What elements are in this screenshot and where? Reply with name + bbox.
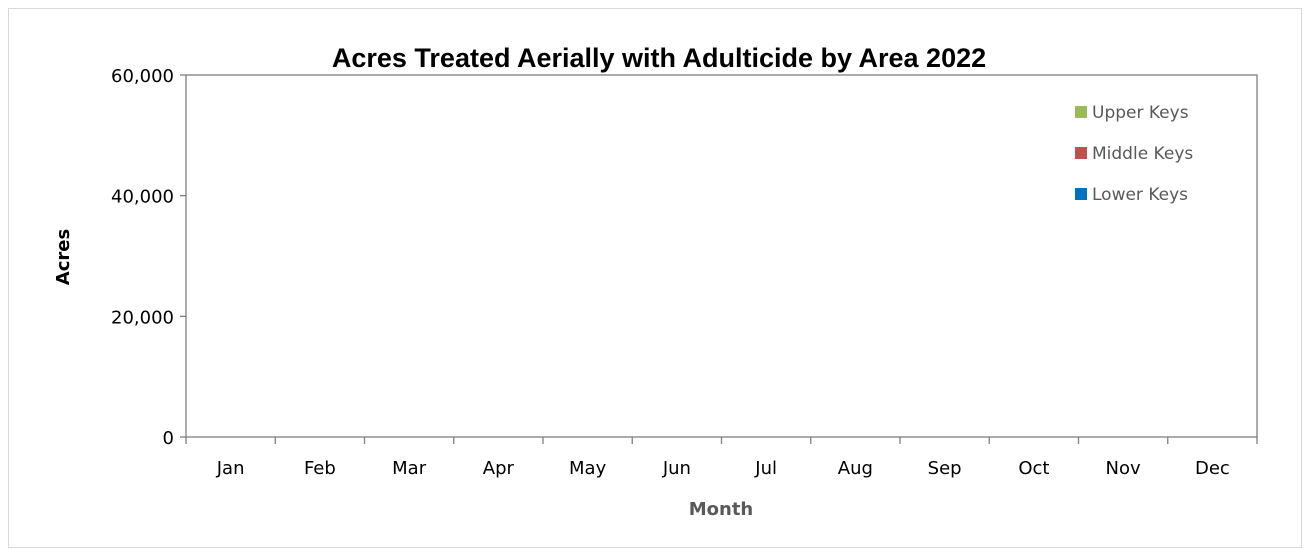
legend-swatch (1075, 106, 1087, 118)
x-axis-label: Month (689, 499, 754, 520)
x-tick-label: Aug (838, 458, 873, 479)
legend-entry-label: Upper Keys (1092, 103, 1189, 123)
legend-entry-label: Middle Keys (1092, 144, 1193, 164)
y-tick-label: 0 (163, 428, 174, 449)
legend: Upper Keys Middle Keys Lower Keys (1075, 103, 1193, 205)
plot-area-border (185, 74, 1258, 438)
x-tick-label: Feb (304, 458, 336, 479)
x-tick-label: May (569, 458, 607, 479)
y-tick-label: 60,000 (111, 66, 174, 87)
legend-swatch (1075, 188, 1087, 200)
x-tick-label: Apr (483, 458, 515, 479)
y-axis-label: Acres (53, 229, 74, 285)
y-tick-label: 40,000 (111, 187, 174, 208)
x-tick-label: Mar (392, 458, 427, 479)
chart-canvas: 0 20,000 40,000 60,000 Jan Feb Mar Apr May Jun Jul… (53, 43, 1258, 520)
x-tick-label: Jun (662, 458, 691, 479)
legend-swatch (1075, 147, 1087, 159)
x-tick-label: Oct (1018, 458, 1049, 479)
plot-layer (185, 74, 1258, 438)
x-tick-label: Jul (754, 458, 777, 479)
chart-frame: 0 20,000 40,000 60,000 Jan Feb Mar Apr May Jun Jul… (8, 8, 1302, 548)
x-tick-label: Sep (928, 458, 962, 479)
axis-layer: 0 20,000 40,000 60,000 Jan Feb Mar Apr May Jun Jul… (111, 66, 1258, 479)
y-tick-label: 20,000 (111, 307, 174, 328)
x-tick-label: Jan (216, 458, 245, 479)
x-tick-label: Dec (1195, 458, 1230, 479)
x-tick-label: Nov (1106, 458, 1141, 479)
chart-title: Acres Treated Aerially with Adulticide b… (332, 43, 986, 73)
legend-entry-label: Lower Keys (1092, 185, 1188, 205)
